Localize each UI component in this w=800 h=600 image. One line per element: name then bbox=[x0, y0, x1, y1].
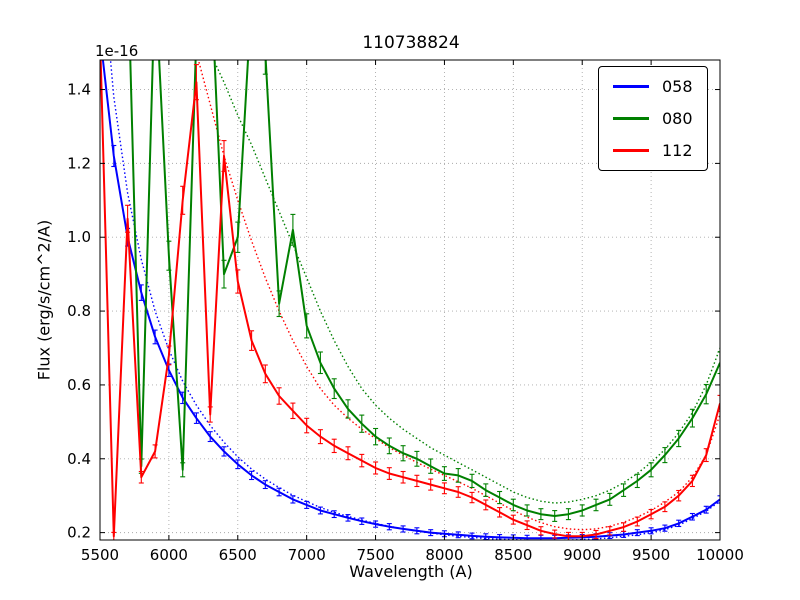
x-tick-label: 8000 bbox=[425, 546, 463, 564]
legend-line-swatch bbox=[613, 85, 649, 88]
y-tick-label: 1.0 bbox=[67, 228, 91, 246]
legend-line-swatch bbox=[613, 117, 649, 120]
x-tick-label: 7000 bbox=[288, 546, 326, 564]
x-tick-label: 5500 bbox=[81, 546, 119, 564]
x-tick-label: 6000 bbox=[150, 546, 188, 564]
series-curve-080 bbox=[129, 60, 720, 517]
x-tick-label: 10000 bbox=[696, 546, 744, 564]
model-curve-112 bbox=[197, 60, 720, 531]
legend-line-swatch bbox=[613, 149, 649, 152]
y-tick-label: 0.8 bbox=[67, 302, 91, 320]
y-tick-label: 1.4 bbox=[67, 81, 91, 99]
y-tick-label: 0.4 bbox=[67, 450, 91, 468]
model-curve-080 bbox=[212, 60, 720, 504]
series-curve-112 bbox=[100, 60, 720, 538]
y-tick-label: 1.2 bbox=[67, 154, 91, 172]
legend-label: 058 bbox=[662, 76, 693, 96]
x-tick-label: 9000 bbox=[563, 546, 601, 564]
legend: 058 080 112 bbox=[598, 66, 708, 171]
chart-title: 110738824 bbox=[362, 33, 460, 53]
legend-label: 080 bbox=[662, 108, 693, 128]
y-axis-label: Flux (erg/s/cm^2/A) bbox=[34, 219, 54, 381]
legend-entry: 080 bbox=[613, 108, 693, 129]
series-curve-058 bbox=[101, 60, 720, 540]
x-tick-label: 9500 bbox=[632, 546, 670, 564]
x-tick-label: 8500 bbox=[494, 546, 532, 564]
y-axis-offset-label: 1e-16 bbox=[95, 42, 139, 60]
legend-entry: 112 bbox=[613, 140, 693, 161]
legend-entry: 058 bbox=[613, 76, 693, 97]
x-axis-label: Wavelength (A) bbox=[349, 562, 473, 581]
y-tick-label: 0.2 bbox=[67, 524, 91, 542]
legend-label: 112 bbox=[662, 140, 693, 160]
y-tick-label: 0.6 bbox=[67, 376, 91, 394]
tick-labels: 5500 6000 6500 7000 7500 8000 8500 9000 9500 1000… bbox=[67, 81, 744, 564]
x-tick-label: 7500 bbox=[356, 546, 394, 564]
axes-frame bbox=[99, 59, 721, 541]
x-tick-label: 6500 bbox=[219, 546, 257, 564]
